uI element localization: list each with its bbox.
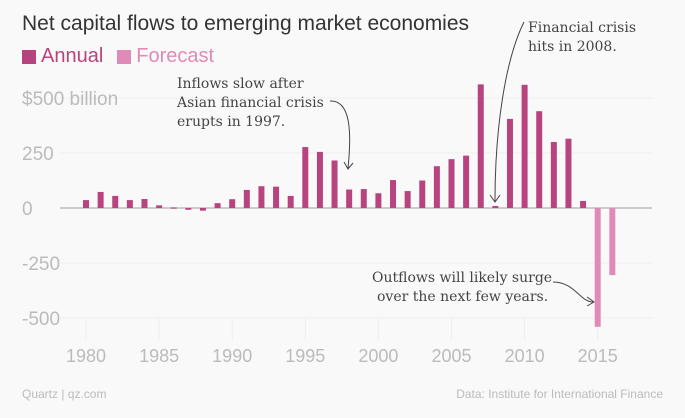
bar-forecast-2016 <box>609 208 616 276</box>
bar-annual-2013 <box>565 138 572 208</box>
x-tick-label: 1980 <box>66 346 106 366</box>
annotation-text: erupts in 1997. <box>177 114 285 130</box>
annotation-arrow-icon <box>329 100 354 170</box>
bar-annual-2003 <box>419 180 426 208</box>
legend: Annual Forecast <box>22 45 214 68</box>
annotation-text: Inflows slow after <box>177 76 304 92</box>
bar-annual-2000 <box>375 193 382 208</box>
annotation-text: Financial crisis <box>528 20 636 36</box>
annotation-text: over the next few years. <box>377 289 548 305</box>
bar-annual-1985 <box>156 205 163 208</box>
bar-forecast-2015 <box>594 208 601 327</box>
y-tick-label: $500 billion <box>22 89 118 110</box>
bar-annual-2008 <box>492 206 499 208</box>
bar-annual-1989 <box>214 203 221 208</box>
x-tick-label: 2000 <box>358 346 398 366</box>
bar-annual-2012 <box>550 142 557 208</box>
bar-annual-2010 <box>521 84 528 208</box>
bar-annual-1988 <box>199 208 206 211</box>
bar-annual-1994 <box>287 195 294 208</box>
x-tick-label: 2015 <box>578 346 618 366</box>
y-tick-label: -250 <box>22 254 60 275</box>
legend-label-forecast: Forecast <box>136 45 215 67</box>
legend-item-forecast: Forecast <box>117 45 214 68</box>
y-tick-label: 0 <box>22 199 33 220</box>
bar-annual-2004 <box>433 166 440 208</box>
bar-annual-2007 <box>477 84 484 208</box>
bar-annual-1986 <box>170 207 177 209</box>
legend-swatch-annual <box>22 49 36 64</box>
x-tick-label: 1995 <box>285 346 325 366</box>
annotation-arrow-icon <box>489 21 525 203</box>
bar-annual-1980 <box>83 200 89 208</box>
bar-annual-1995 <box>302 147 309 208</box>
bar-annual-2001 <box>390 180 397 208</box>
x-tick-label: 2005 <box>431 346 471 366</box>
x-tick-label: 2010 <box>505 346 545 366</box>
footer-source-right: Data: Institute for International Financ… <box>456 387 663 401</box>
annotation-arrow-icon <box>552 281 595 307</box>
annotation-text: Asian financial crisis <box>176 95 324 111</box>
bar-annual-2011 <box>536 111 543 208</box>
legend-label-annual: Annual <box>41 45 104 67</box>
bar-annual-1997 <box>331 160 338 208</box>
bar-annual-1990 <box>229 199 236 208</box>
x-tick-label: 1985 <box>139 346 179 366</box>
bar-annual-1996 <box>316 151 323 208</box>
bar-annual-1992 <box>258 186 265 208</box>
x-tick-label: 1990 <box>212 346 252 366</box>
bar-annual-1999 <box>360 189 367 208</box>
bar-annual-1982 <box>112 195 119 208</box>
bar-annual-2009 <box>506 118 513 208</box>
bar-annual-1984 <box>141 198 148 208</box>
bar-annual-1981 <box>97 191 104 208</box>
bar-annual-2002 <box>404 191 411 208</box>
y-tick-label: -500 <box>22 309 60 330</box>
bar-annual-2005 <box>448 159 455 208</box>
bar-annual-2014 <box>580 200 587 208</box>
bar-annual-2006 <box>463 155 470 208</box>
bar-annual-1993 <box>273 186 280 208</box>
bar-annual-1987 <box>185 208 192 210</box>
legend-swatch-forecast <box>117 49 132 64</box>
bar-annual-1983 <box>126 200 133 208</box>
annotation-text: Outflows will likely surge <box>372 270 552 286</box>
footer-source-left: Quartz | qz.com <box>22 387 107 401</box>
bar-annual-1998 <box>346 189 353 208</box>
chart-title: Net capital flows to emerging market eco… <box>22 12 470 35</box>
y-tick-label: 250 <box>22 144 54 165</box>
annotation-text: hits in 2008. <box>528 39 617 55</box>
bar-annual-1991 <box>243 189 250 208</box>
legend-item-annual: Annual <box>22 45 103 68</box>
